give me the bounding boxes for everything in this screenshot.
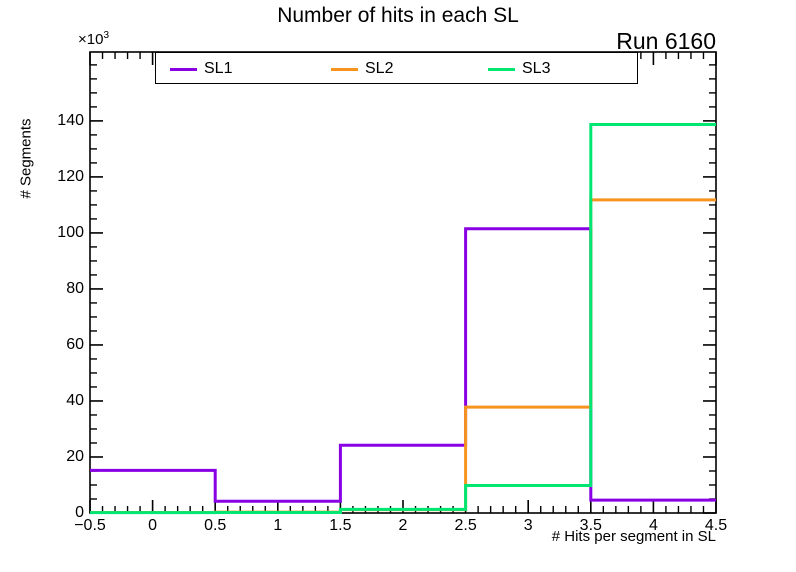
- y-tick-label: 100: [57, 223, 84, 241]
- legend-label: SL1: [204, 60, 233, 77]
- x-tick-label: 4: [648, 517, 658, 534]
- y-tick-label: 0: [75, 504, 84, 521]
- x-tick-label: 0: [148, 517, 158, 534]
- x-tick-label: 0.5: [204, 517, 227, 534]
- x-tick-label: 2.5: [454, 517, 477, 534]
- legend-label: SL2: [365, 60, 394, 77]
- chart-title: Number of hits in each SL: [277, 4, 519, 27]
- x-tick-label: 1: [273, 517, 283, 534]
- x-tick-label: −0.5: [74, 517, 106, 534]
- legend-entry-sl2[interactable]: SL2: [331, 53, 393, 85]
- legend: SL1 SL2 SL3: [155, 52, 638, 84]
- legend-swatch-sl2: [331, 67, 358, 71]
- y-exponent-power: 3: [103, 30, 110, 41]
- histogram-series: [90, 123, 716, 515]
- y-exponent-base: ×10: [78, 31, 104, 48]
- series-line-sl2: [90, 198, 716, 514]
- y-tick-label: 120: [57, 167, 84, 185]
- x-axis-title: # Hits per segment in SL: [551, 528, 716, 545]
- legend-label: SL3: [522, 60, 551, 77]
- y-tick-label: 60: [66, 335, 84, 353]
- y-tick-label: 40: [66, 391, 84, 409]
- x-tick-label: 3.5: [579, 517, 602, 534]
- y-tick-label: 20: [66, 447, 84, 465]
- legend-swatch-sl3: [488, 67, 515, 71]
- legend-entry-sl3[interactable]: SL3: [488, 53, 550, 85]
- x-tick-label: 2: [398, 517, 408, 534]
- y-axis-exponent-label: ×103: [78, 30, 109, 48]
- x-tick-label: 3: [523, 517, 533, 534]
- series-line-sl3: [90, 123, 716, 515]
- x-tick-label: 1.5: [329, 517, 352, 534]
- series-line-sl1: [90, 227, 716, 503]
- x-tick-label: 4.5: [704, 517, 728, 534]
- y-tick-label: 140: [57, 111, 84, 129]
- legend-swatch-sl1: [170, 67, 197, 71]
- y-tick-label: 80: [66, 279, 84, 297]
- legend-entry-sl1[interactable]: SL1: [170, 53, 232, 85]
- run-annotation: Run 6160: [616, 28, 716, 54]
